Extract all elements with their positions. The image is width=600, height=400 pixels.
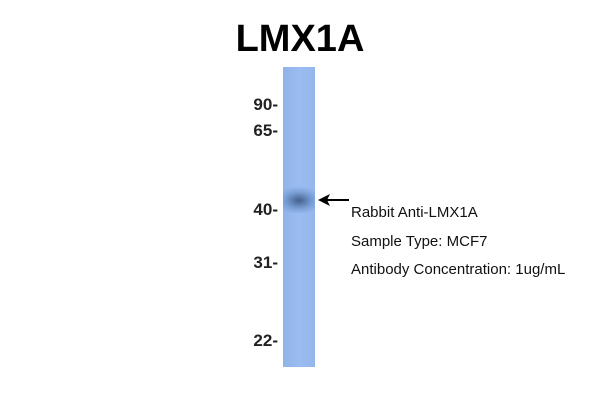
antibody-label: Rabbit Anti-LMX1A xyxy=(351,204,478,221)
marker-90: 90- xyxy=(253,95,278,114)
marker-31: 31- xyxy=(253,253,278,272)
sample-type-label: Sample Type: MCF7 xyxy=(351,233,488,250)
protein-band xyxy=(283,185,315,213)
marker-40: 40- xyxy=(253,200,278,219)
blot-title: LMX1A xyxy=(235,18,365,60)
marker-65: 65- xyxy=(253,121,278,140)
concentration-label: Antibody Concentration: 1ug/mL xyxy=(351,261,566,278)
blot-lane xyxy=(283,67,315,367)
marker-22: 22- xyxy=(253,331,278,350)
arrow-left-icon xyxy=(318,194,349,206)
